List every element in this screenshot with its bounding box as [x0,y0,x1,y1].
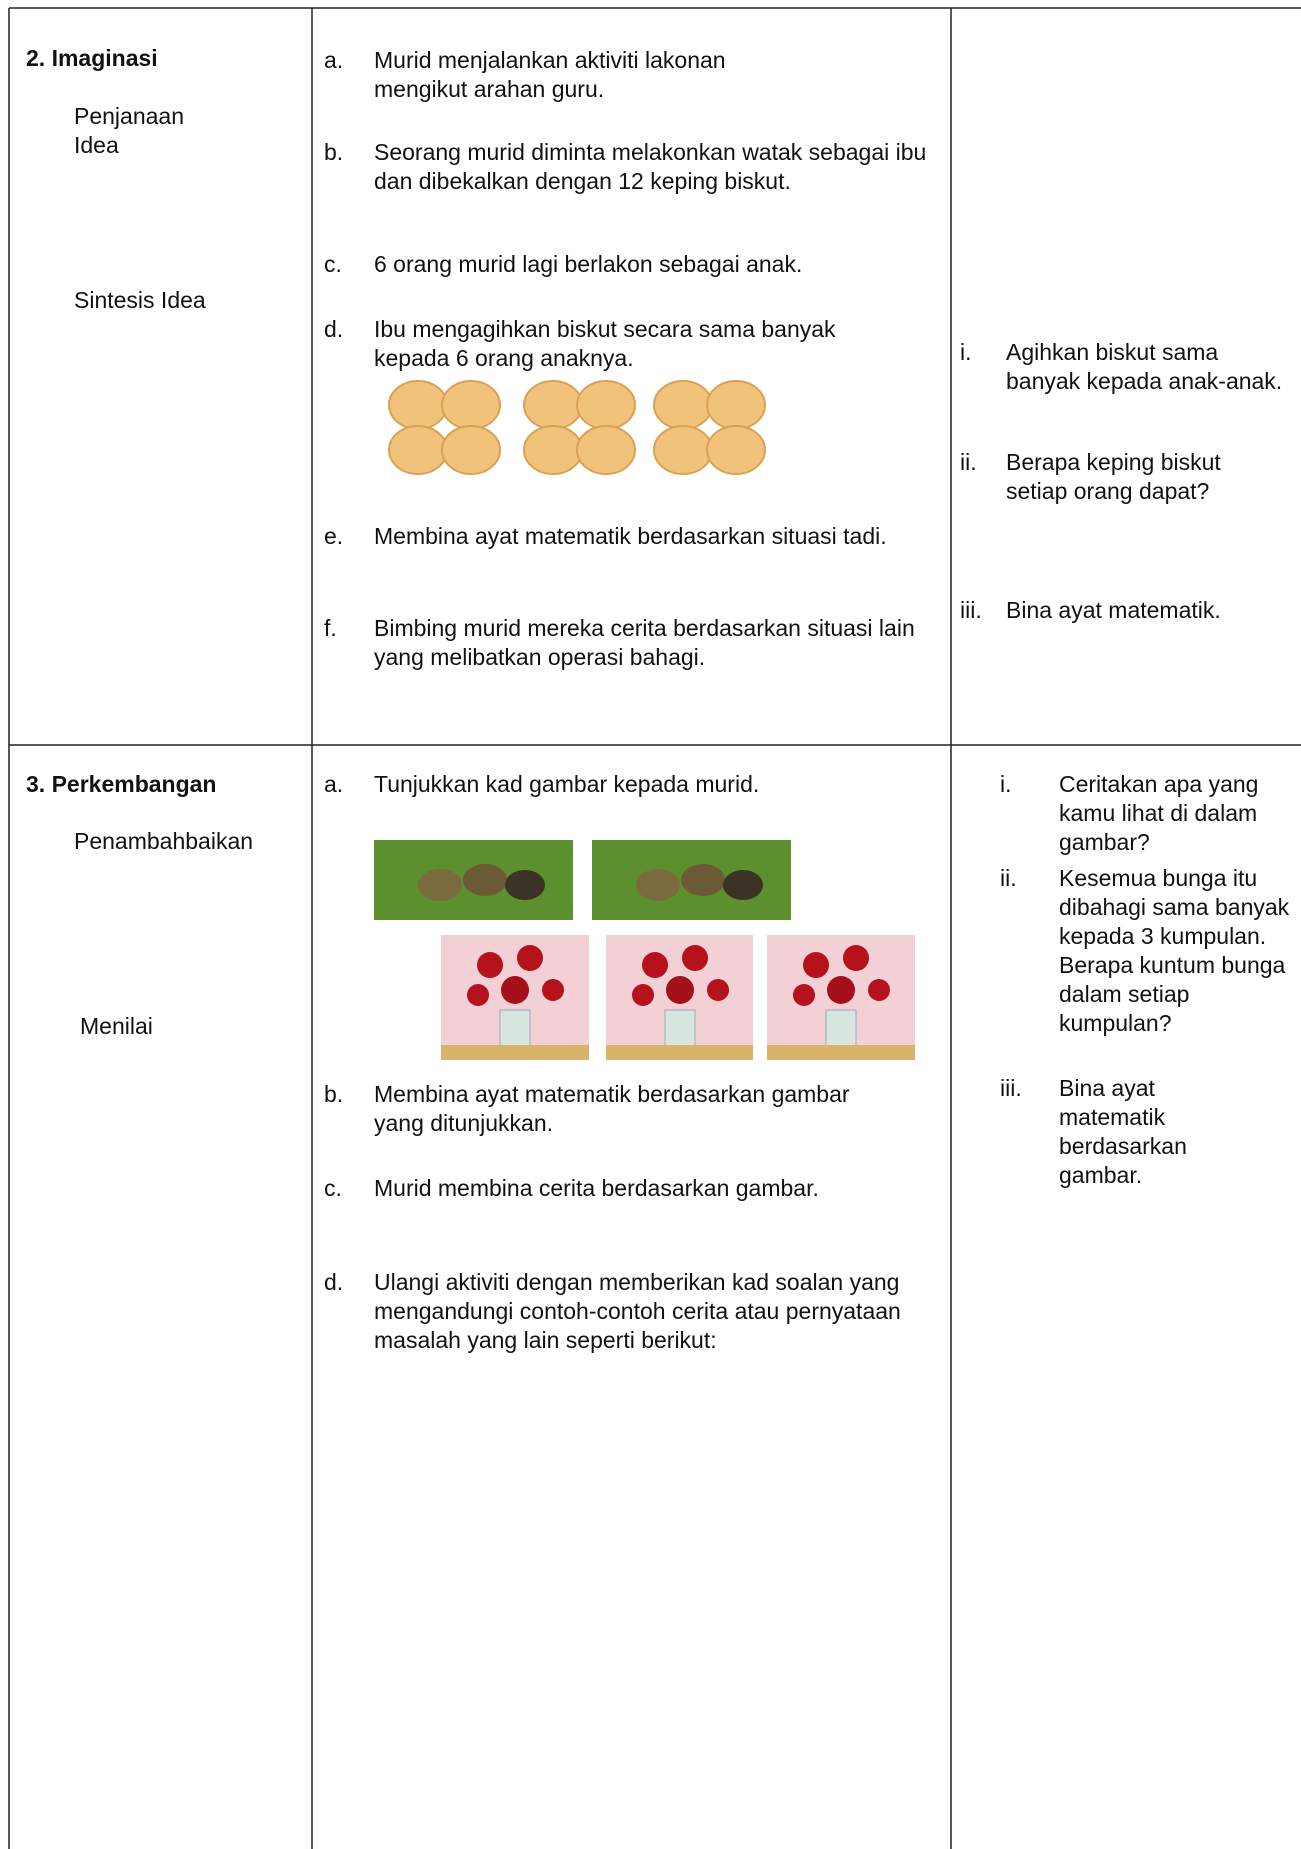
question-marker: iii. [960,597,982,623]
activity-text: Ulangi aktiviti dengan memberikan kad so… [374,1269,901,1353]
activity-text: Ibu mengagihkan biskut secara sama banya… [374,316,836,371]
activity-text: Bimbing murid mereka cerita berdasarkan … [374,615,915,670]
question-marker: i. [960,339,972,365]
question-text: Kesemua bunga itu dibahagi sama banyak k… [1059,865,1290,1036]
activity-text: Murid membina cerita berdasarkan gambar. [374,1175,819,1201]
activity-marker: b. [324,139,344,165]
activity-text: Tunjukkan kad gambar kepada murid. [374,771,760,797]
duckling-image [374,840,791,920]
activity-marker: b. [324,1081,344,1107]
stage-label: Menilai [80,1013,153,1039]
question-text: Ceritakan apa yang kamu lihat di dalam g… [1059,771,1259,855]
activity-marker: e. [324,523,344,549]
question-marker: ii. [960,449,977,475]
activity-marker: a. [324,771,344,797]
question-marker: i. [1000,771,1012,797]
activity-text: Membina ayat matematik berdasarkan situa… [374,523,887,549]
question-text: Bina ayat matematik berdasarkan gambar. [1059,1075,1187,1188]
activity-text: Membina ayat matematik berdasarkan gamba… [374,1081,850,1136]
stage-title: 2. Imaginasi [26,45,158,71]
stage-label: Sintesis Idea [74,287,206,313]
activity-text: 6 orang murid lagi berlakon sebagai anak… [374,251,803,277]
question-text: Berapa keping biskut setiap orang dapat? [1006,449,1221,504]
biscuit-image [388,380,766,475]
activity-marker: c. [324,251,342,277]
question-marker: ii. [1000,865,1017,891]
activity-marker: d. [324,1269,344,1295]
activity-marker: a. [324,47,344,73]
roses-image [441,935,915,1060]
question-text: Bina ayat matematik. [1006,597,1221,623]
activity-text: Murid menjalankan aktiviti lakonan mengi… [374,47,726,102]
activity-marker: c. [324,1175,342,1201]
activity-marker: f. [324,615,337,641]
table-borders [8,7,1301,1849]
activity-text: Seorang murid diminta melakonkan watak s… [374,139,927,194]
question-marker: iii. [1000,1075,1022,1101]
stage-title: 3. Perkembangan [26,771,217,797]
stage-label: Penjanaan Idea [74,103,184,158]
stage-label: Penambahbaikan [74,828,254,854]
activity-marker: d. [324,316,344,342]
question-text: Agihkan biskut sama banyak kepada anak-a… [1006,339,1283,394]
